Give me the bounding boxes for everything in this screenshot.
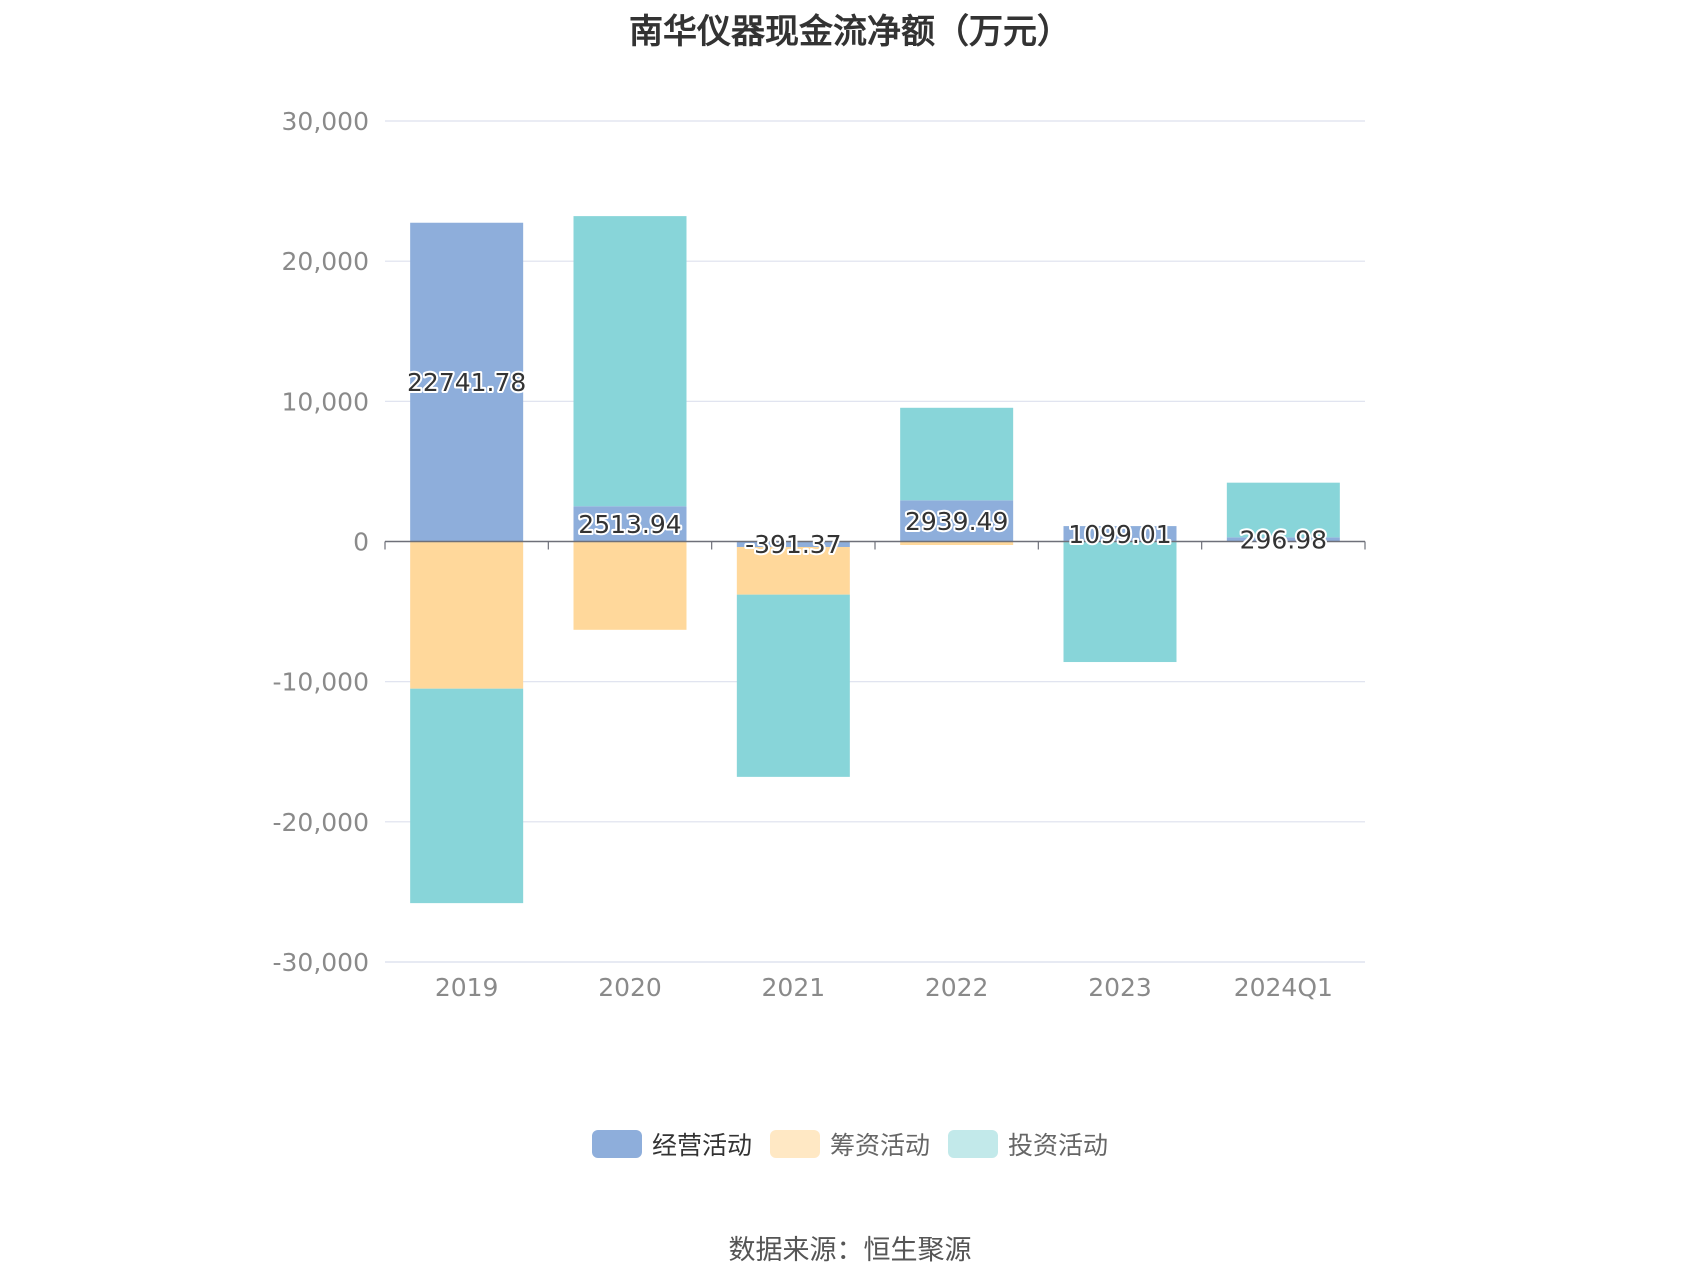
bar-financing-2022 (900, 541, 1014, 546)
data-label-operating-2020: 2513.94 (578, 510, 681, 539)
bar-operating-2020 (573, 506, 687, 542)
y-tick-label: 0 (353, 528, 369, 557)
bar-investing-2019 (410, 688, 524, 904)
bar-investing-2024Q1 (1226, 482, 1340, 538)
legend-label-investing: 投资活动 (1008, 1131, 1109, 1160)
bar-financing-2019 (410, 541, 524, 689)
bar-investing-2023 (1063, 541, 1177, 663)
legend-item-financing[interactable]: 筹资活动 (769, 1126, 930, 1162)
y-tick-label: -20,000 (273, 808, 370, 837)
data-label-operating-2019: 22741.78 (407, 368, 526, 397)
y-tick-label: 10,000 (282, 387, 369, 416)
bar-financing-2020 (573, 541, 687, 630)
data-source: 数据来源：恒生聚源 (728, 1235, 972, 1266)
legend-label-financing: 筹资活动 (829, 1131, 930, 1160)
x-tick-label-2019: 2019 (435, 973, 499, 1002)
bar-operating-2022 (900, 500, 1014, 542)
bar-operating-2021 (736, 541, 850, 547)
data-label-operating-2021: -391.37 (745, 530, 842, 559)
bar-investing-2020 (573, 216, 687, 507)
bar-operating-2019 (410, 222, 524, 542)
legend-swatch-operating (591, 1130, 642, 1158)
bar-operating-2023 (1063, 526, 1177, 542)
data-label-operating-2023: 1099.01 (1068, 520, 1171, 549)
y-tick-label: -30,000 (273, 948, 370, 977)
data-label-operating-2024Q1: 296.98 (1240, 525, 1327, 554)
legend-item-investing[interactable]: 投资活动 (948, 1126, 1108, 1162)
legend-label-operating: 经营活动 (651, 1131, 752, 1160)
chart-title: 南华仪器现金流净额（万元） (629, 12, 1071, 52)
x-tick-label-2020: 2020 (598, 973, 662, 1002)
x-tick-label-2022: 2022 (925, 973, 989, 1002)
y-tick-label: -10,000 (273, 668, 370, 697)
x-tick-label-2021: 2021 (762, 973, 826, 1002)
y-tick-label: 20,000 (282, 247, 369, 276)
x-tick-label-2023: 2023 (1088, 973, 1152, 1002)
x-tick-label-2024Q1: 2024Q1 (1234, 973, 1333, 1002)
bar-investing-2021 (736, 594, 850, 777)
legend-swatch-financing (769, 1130, 820, 1158)
y-tick-label: 30,000 (282, 107, 369, 136)
legend-item-operating[interactable]: 经营活动 (591, 1126, 752, 1162)
data-label-operating-2022: 2939.49 (905, 507, 1008, 536)
legend: 经营活动 筹资活动 投资活动 (0, 1126, 1700, 1162)
bar-operating-2024Q1 (1226, 537, 1340, 542)
bar-financing-2021 (736, 546, 850, 595)
legend-swatch-investing (948, 1130, 998, 1158)
bar-investing-2022 (900, 407, 1014, 501)
